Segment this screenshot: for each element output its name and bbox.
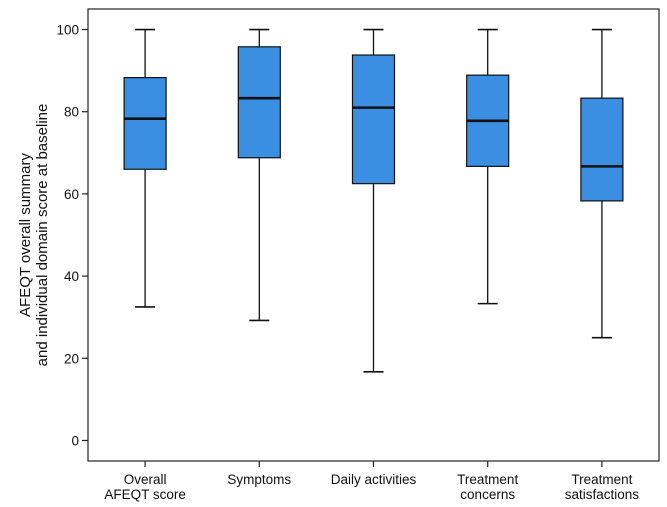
- box-iqr: [351, 54, 396, 185]
- box-group: [351, 28, 396, 373]
- boxes-group: [123, 28, 624, 373]
- x-category-label-line: Overall: [124, 472, 167, 487]
- x-category-label: Symptoms: [227, 472, 291, 487]
- box-group: [123, 28, 167, 308]
- y-axis-title-line: AFEQT overall summary: [17, 153, 34, 317]
- y-tick-label: 100: [56, 23, 79, 38]
- y-tick-label: 40: [64, 269, 79, 284]
- y-tick-label: 20: [64, 351, 79, 366]
- box-group: [237, 28, 281, 322]
- x-category-label-line: Daily activities: [331, 472, 417, 487]
- x-category-label: Treatment concerns: [457, 472, 518, 502]
- y-tick-label: 80: [64, 105, 79, 120]
- y-axis-title-line: and individual domain score at baseline: [34, 104, 51, 367]
- x-category-label-line: concerns: [460, 487, 515, 502]
- box-iqr: [580, 97, 624, 202]
- box-iqr: [237, 46, 281, 159]
- x-category-label-line: Symptoms: [227, 472, 291, 487]
- x-axis: Overall AFEQT score Symptoms Daily activiti…: [104, 461, 639, 502]
- x-category-label-line: AFEQT score: [104, 487, 186, 502]
- y-tick-label: 0: [71, 433, 79, 448]
- x-category-label: Treatment satisfactions: [565, 472, 640, 502]
- x-category-label: Daily activities: [331, 472, 417, 487]
- x-category-label: Overall AFEQT score: [104, 472, 186, 502]
- y-axis: 0 20 40 60 80 100: [56, 23, 88, 448]
- box-group: [466, 28, 510, 305]
- box-iqr: [123, 77, 167, 170]
- box-group: [580, 28, 624, 339]
- x-category-label-line: Treatment: [571, 472, 632, 487]
- x-category-label-line: satisfactions: [565, 487, 640, 502]
- x-category-label-line: Treatment: [457, 472, 518, 487]
- y-axis-title: AFEQT overall summaryand individual doma…: [17, 104, 51, 367]
- y-tick-label: 60: [64, 187, 79, 202]
